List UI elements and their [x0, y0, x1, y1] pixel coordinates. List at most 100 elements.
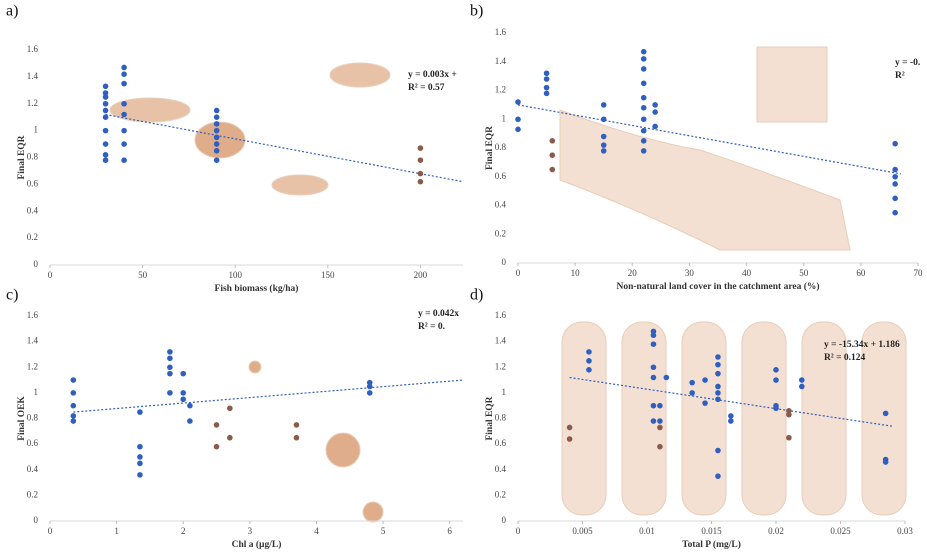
data-point	[641, 66, 647, 72]
data-point	[567, 425, 573, 431]
y-tick-label: 0.4	[27, 464, 39, 474]
y-tick-label: 0	[502, 515, 507, 525]
data-point	[103, 101, 109, 107]
data-point	[657, 418, 663, 424]
data-point	[71, 390, 77, 396]
data-point	[641, 138, 647, 144]
data-point	[544, 76, 550, 82]
data-point	[214, 148, 220, 154]
data-point	[71, 413, 77, 419]
y-tick-label: 0.2	[495, 489, 506, 499]
data-point	[715, 473, 721, 479]
x-tick-label: 50	[138, 270, 148, 280]
x-tick-label: 6	[447, 526, 452, 536]
y-tick-label: 0.2	[27, 489, 38, 499]
data-point	[883, 459, 889, 465]
y-tick-label: 1.6	[495, 310, 507, 320]
data-point	[728, 418, 734, 424]
trend-annotation: R²	[895, 71, 905, 81]
data-point	[652, 124, 658, 130]
trend-annotation: R² = 0.	[418, 322, 445, 332]
data-point	[641, 116, 647, 122]
data-point	[103, 108, 109, 114]
y-tick-label: 1.4	[495, 56, 507, 66]
data-point	[586, 349, 592, 355]
y-tick-label: 0.6	[27, 438, 39, 448]
data-point	[641, 56, 647, 62]
data-point	[103, 152, 109, 158]
x-tick-label: 0.03	[897, 526, 913, 536]
data-point	[715, 362, 721, 368]
trendline	[73, 380, 463, 412]
data-point	[549, 167, 555, 173]
data-point	[103, 141, 109, 147]
data-point	[773, 367, 779, 373]
y-tick-label: 1	[34, 125, 39, 135]
y-tick-label: 1.2	[495, 85, 506, 95]
x-tick-label: 0.02	[768, 526, 784, 536]
data-point	[71, 377, 77, 383]
data-point	[167, 371, 173, 377]
data-point	[214, 157, 220, 163]
data-point	[167, 364, 173, 370]
x-tick-label: 0.025	[830, 526, 851, 536]
data-point	[544, 70, 550, 76]
x-axis-title: Chl a (µg/L)	[232, 539, 282, 550]
data-point	[601, 142, 607, 148]
data-point	[586, 358, 592, 364]
x-tick-label: 1	[114, 526, 119, 536]
trend-annotation: y = 0.003x +	[408, 70, 457, 80]
x-tick-label: 5	[381, 526, 386, 536]
data-point	[515, 127, 521, 133]
data-point	[71, 418, 77, 424]
x-tick-label: 30	[685, 268, 695, 278]
data-point	[651, 418, 657, 424]
data-point	[799, 377, 805, 383]
data-point	[773, 405, 779, 411]
data-point	[892, 141, 898, 147]
trend-annotation: y = 0.042x	[418, 309, 459, 319]
x-axis-title: Fish biomass (kg/ha)	[215, 283, 299, 294]
data-point	[71, 403, 77, 409]
y-tick-label: 0.6	[495, 438, 507, 448]
data-point	[103, 94, 109, 100]
data-point	[214, 422, 220, 428]
x-tick-label: 0.015	[701, 526, 722, 536]
data-point	[715, 384, 721, 390]
trend-annotation: R² = 0.124	[824, 353, 865, 363]
y-tick-label: 0	[34, 259, 39, 269]
trend-annotation: y = -0.	[895, 58, 920, 68]
data-point	[892, 181, 898, 187]
y-axis-title: Final EQR	[485, 396, 495, 440]
data-point	[214, 121, 220, 127]
data-point	[715, 390, 721, 396]
data-point	[586, 367, 592, 373]
data-point	[180, 371, 186, 377]
y-tick-label: 1.4	[27, 336, 39, 346]
y-tick-label: 1.2	[27, 361, 38, 371]
x-tick-label: 4	[314, 526, 319, 536]
data-point	[137, 454, 143, 460]
data-point	[892, 196, 898, 202]
x-tick-label: 0	[516, 268, 521, 278]
trend-annotation: y = -15.34x + 1.186	[824, 340, 900, 350]
data-point	[664, 375, 670, 381]
data-point	[601, 102, 607, 108]
y-tick-label: 1.2	[27, 98, 38, 108]
data-point	[892, 210, 898, 216]
data-point	[799, 384, 805, 390]
data-point	[103, 114, 109, 120]
trend-annotation: R² = 0.57	[408, 83, 445, 93]
data-point	[657, 403, 663, 409]
y-tick-label: 0.2	[495, 228, 506, 238]
data-point	[786, 412, 792, 418]
data-point	[137, 472, 143, 478]
data-point	[651, 375, 657, 381]
data-point	[601, 116, 607, 122]
y-tick-label: 0	[502, 257, 507, 267]
data-point	[601, 134, 607, 140]
data-point	[651, 364, 657, 370]
data-point	[418, 171, 424, 177]
x-tick-label: 50	[799, 268, 809, 278]
data-point	[227, 435, 233, 441]
